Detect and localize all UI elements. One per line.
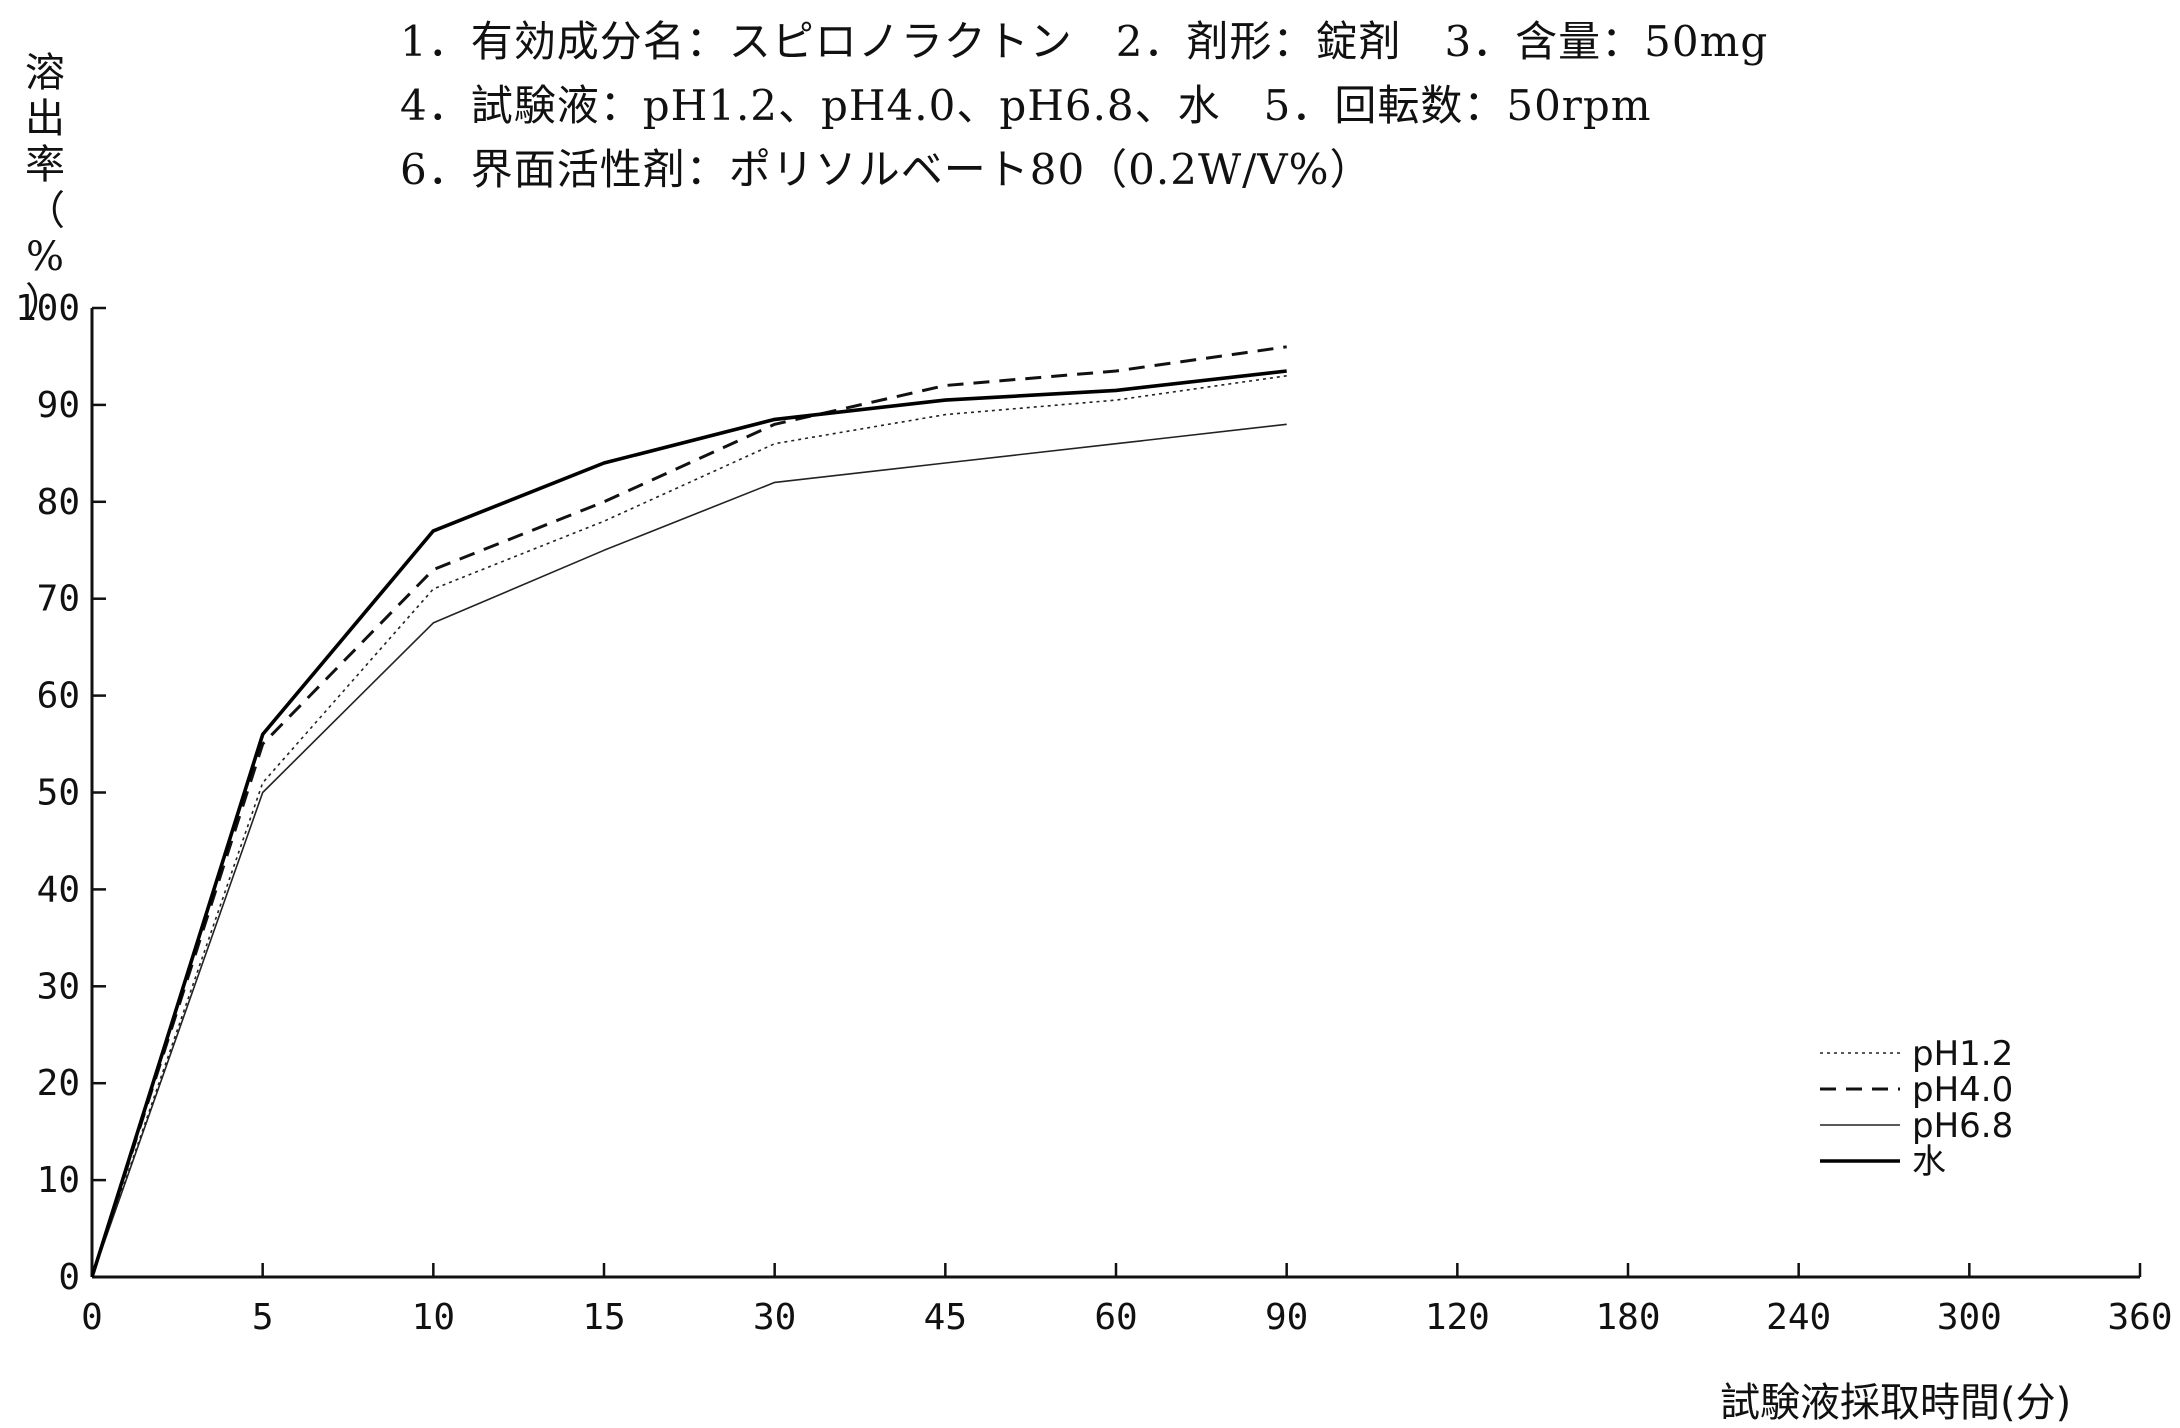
x-tick-label: 90 xyxy=(1265,1297,1308,1338)
legend-label: pH6.8 xyxy=(1912,1106,2013,1146)
y-tick-label: 70 xyxy=(37,579,80,620)
y-tick-label: 50 xyxy=(37,773,80,814)
condition-line-3: 6．界面活性剤：ポリソルベート80（0.2W/V%） xyxy=(400,145,1373,194)
y-axis-label-char: ） xyxy=(25,280,65,326)
x-tick-label: 0 xyxy=(81,1297,103,1338)
y-axis-label-char: 出 xyxy=(25,96,65,142)
x-tick-label: 180 xyxy=(1595,1297,1660,1338)
y-axis-label-char: % xyxy=(25,234,64,280)
series-line-pH6.8 xyxy=(91,423,1287,1278)
y-tick-label: 10 xyxy=(37,1160,80,1201)
x-tick-label: 45 xyxy=(924,1297,967,1338)
series-line-pH4.0 xyxy=(90,345,1287,1278)
y-tick-label: 20 xyxy=(37,1063,80,1104)
series-line-pH1.2 xyxy=(91,375,1287,1278)
legend-label: pH4.0 xyxy=(1912,1070,2013,1110)
y-tick-label: 40 xyxy=(37,869,80,910)
x-tick-label: 120 xyxy=(1425,1297,1490,1338)
x-tick-label: 30 xyxy=(753,1297,796,1338)
y-tick-label: 90 xyxy=(37,385,80,426)
x-tick-label: 15 xyxy=(582,1297,625,1338)
y-axis-label: 溶出率（%） xyxy=(20,50,70,326)
y-tick-label: 30 xyxy=(37,966,80,1007)
legend-label: pH1.2 xyxy=(1912,1034,2013,1074)
x-tick-label: 60 xyxy=(1094,1297,1137,1338)
legend-label: 水 xyxy=(1912,1142,1946,1182)
x-tick-label: 240 xyxy=(1766,1297,1831,1338)
y-tick-label: 60 xyxy=(37,676,80,717)
condition-line-2: 4．試験液：pH1.2、pH4.0、pH6.8、水 5．回転数：50rpm xyxy=(400,81,1652,130)
x-tick-label: 10 xyxy=(412,1297,455,1338)
x-tick-label: 360 xyxy=(2107,1297,2172,1338)
y-tick-label: 80 xyxy=(37,482,80,523)
condition-line-1: 1．有効成分名：スピロノラクトン 2．剤形：錠剤 3．含量：50mg xyxy=(400,17,1769,66)
y-axis-label-char: 率 xyxy=(25,142,65,188)
x-tick-label: 5 xyxy=(252,1297,274,1338)
y-axis-label-char: （ xyxy=(25,188,65,234)
x-tick-label: 300 xyxy=(1937,1297,2002,1338)
y-axis-label-char: 溶 xyxy=(25,50,65,96)
y-tick-label: 100 xyxy=(15,288,80,329)
series-line-水 xyxy=(90,369,1287,1278)
y-tick-label: 0 xyxy=(58,1257,80,1298)
